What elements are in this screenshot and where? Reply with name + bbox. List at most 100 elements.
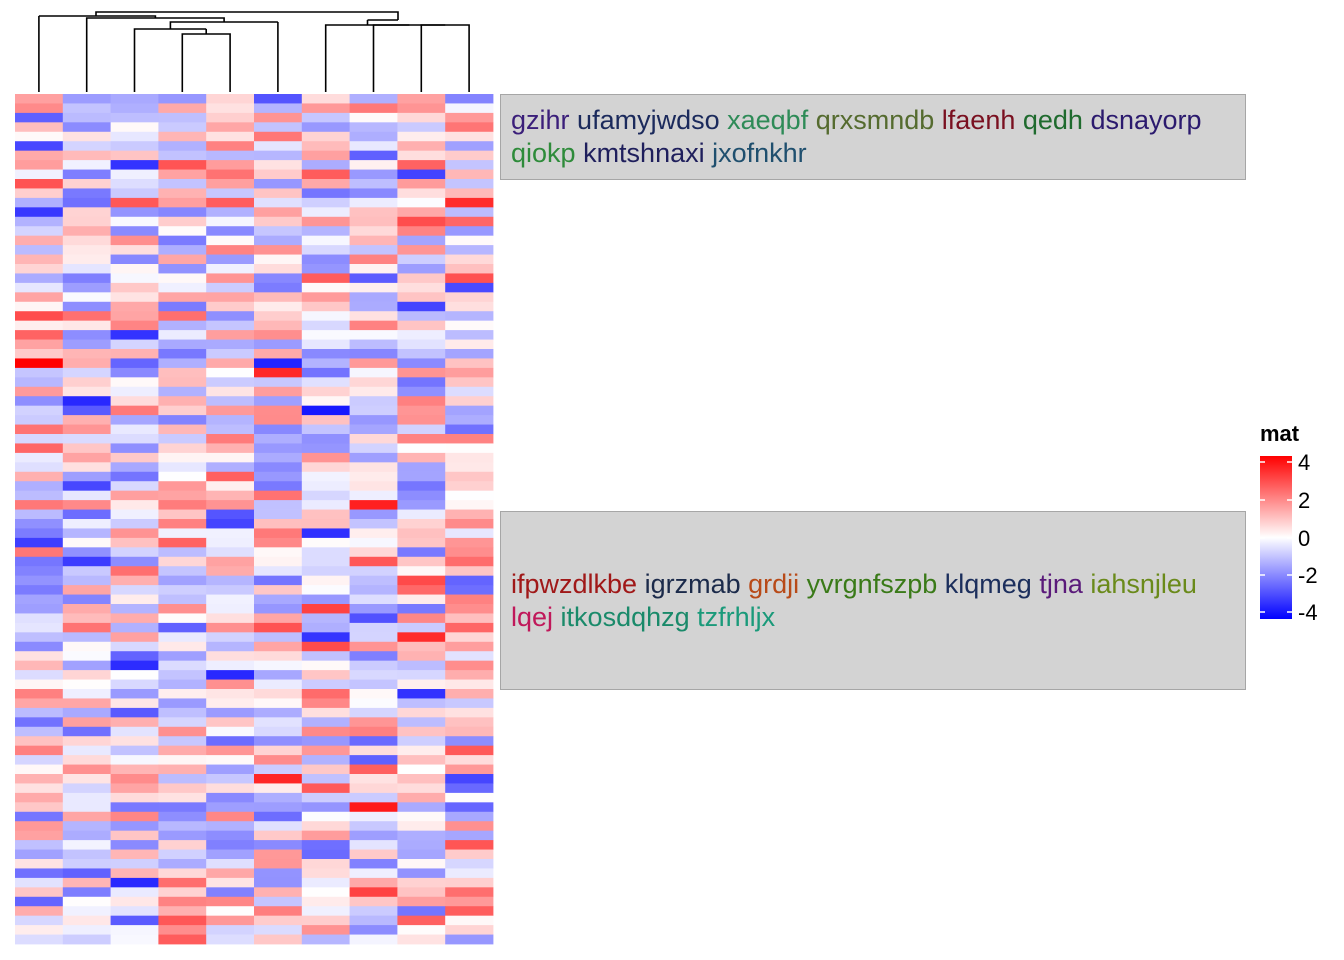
heatmap-cell: [15, 736, 64, 747]
heatmap-cell: [110, 896, 159, 907]
heatmap-cell: [110, 519, 159, 529]
heatmap-cell: [349, 840, 398, 850]
heatmap-cell: [349, 764, 398, 775]
heatmap-cell: [15, 301, 64, 312]
heatmap-cell: [349, 622, 398, 633]
heatmap-cell: [397, 604, 446, 614]
heatmap-cell: [349, 112, 398, 123]
heatmap-cell: [301, 471, 350, 482]
heatmap-cell: [301, 490, 350, 501]
heatmap-cell: [110, 207, 159, 218]
heatmap-cell: [301, 197, 350, 208]
heatmap-cell: [110, 179, 159, 189]
heatmap-cell: [62, 415, 111, 425]
heatmap-cell: [62, 745, 111, 756]
heatmap-cell: [110, 500, 159, 510]
heatmap-cell: [158, 481, 207, 492]
heatmap-cell: [254, 585, 303, 595]
heatmap-cell: [62, 330, 111, 340]
heatmap-cell: [397, 537, 446, 548]
heatmap-cell: [110, 821, 159, 832]
heatmap-cell: [397, 490, 446, 501]
heatmap-cell: [158, 679, 207, 690]
heatmap-cell: [15, 774, 64, 784]
heatmap-cell: [445, 934, 494, 945]
heatmap-cell: [206, 122, 255, 133]
heatmap-cell: [445, 320, 494, 331]
heatmap-cell: [301, 792, 350, 803]
heatmap-cell: [62, 736, 111, 747]
heatmap-cell: [254, 452, 303, 463]
heatmap-cell: [349, 179, 398, 189]
heatmap-cell: [445, 755, 494, 765]
heatmap-cell: [349, 358, 398, 369]
heatmap-cell: [254, 783, 303, 794]
heatmap-cell: [301, 736, 350, 747]
heatmap-cell: [206, 745, 255, 756]
heatmap-cell: [397, 764, 446, 775]
heatmap-cell: [15, 424, 64, 435]
heatmap-cell: [206, 689, 255, 699]
heatmap-cell: [206, 490, 255, 501]
heatmap-cell: [15, 500, 64, 510]
heatmap-cell: [62, 556, 111, 567]
heatmap-cell: [397, 301, 446, 312]
heatmap-cell: [397, 811, 446, 822]
heatmap-cell: [397, 207, 446, 218]
heatmap-cell: [62, 906, 111, 917]
heatmap-cell: [15, 604, 64, 614]
heatmap-cell: [110, 349, 159, 359]
heatmap-cell: [301, 840, 350, 850]
heatmap-cell: [62, 367, 111, 378]
heatmap-cell: [349, 188, 398, 199]
heatmap-cell: [301, 150, 350, 161]
heatmap-cell: [349, 292, 398, 303]
heatmap-cell: [445, 764, 494, 775]
heatmap-cell: [110, 282, 159, 293]
heatmap-cell: [158, 424, 207, 435]
heatmap-cell: [206, 349, 255, 359]
heatmap-cell: [301, 859, 350, 869]
color-legend: mat 4 2 0 -2 -4: [1258, 420, 1338, 630]
heatmap-cell: [254, 556, 303, 567]
heatmap-cell: [158, 641, 207, 652]
heatmap-cell: [349, 197, 398, 208]
annotation-word: grdji: [748, 568, 800, 599]
heatmap-cell: [62, 934, 111, 945]
heatmap-cell: [15, 792, 64, 803]
heatmap-cell: [206, 887, 255, 898]
heatmap-cell: [397, 849, 446, 860]
heatmap-cell: [349, 811, 398, 822]
heatmap-cell: [206, 622, 255, 633]
heatmap-cell: [349, 122, 398, 133]
heatmap-cell: [301, 339, 350, 350]
heatmap-cell: [349, 226, 398, 237]
heatmap-cell: [445, 386, 494, 397]
heatmap-cell: [445, 235, 494, 246]
heatmap-cell: [206, 925, 255, 935]
heatmap-cell: [110, 197, 159, 208]
heatmap-cell: [62, 452, 111, 463]
heatmap-cell: [62, 301, 111, 312]
heatmap-cell: [397, 755, 446, 765]
heatmap-cell: [206, 94, 255, 104]
heatmap-cell: [110, 434, 159, 444]
heatmap-cell: [397, 320, 446, 331]
heatmap-cell: [254, 434, 303, 444]
heatmap-cell: [206, 849, 255, 860]
heatmap-cell: [158, 226, 207, 237]
heatmap-cell: [254, 613, 303, 624]
heatmap-cell: [62, 339, 111, 350]
heatmap-cell: [206, 197, 255, 208]
heatmap-cell: [15, 490, 64, 501]
heatmap-cell: [349, 434, 398, 444]
heatmap-cell: [445, 622, 494, 633]
heatmap-cell: [397, 160, 446, 170]
heatmap-cell: [158, 821, 207, 832]
heatmap-cell: [301, 537, 350, 548]
heatmap-cell: [301, 868, 350, 879]
heatmap-cell: [158, 566, 207, 577]
heatmap-cell: [15, 377, 64, 388]
heatmap-cell: [301, 481, 350, 492]
heatmap-cell: [62, 755, 111, 765]
